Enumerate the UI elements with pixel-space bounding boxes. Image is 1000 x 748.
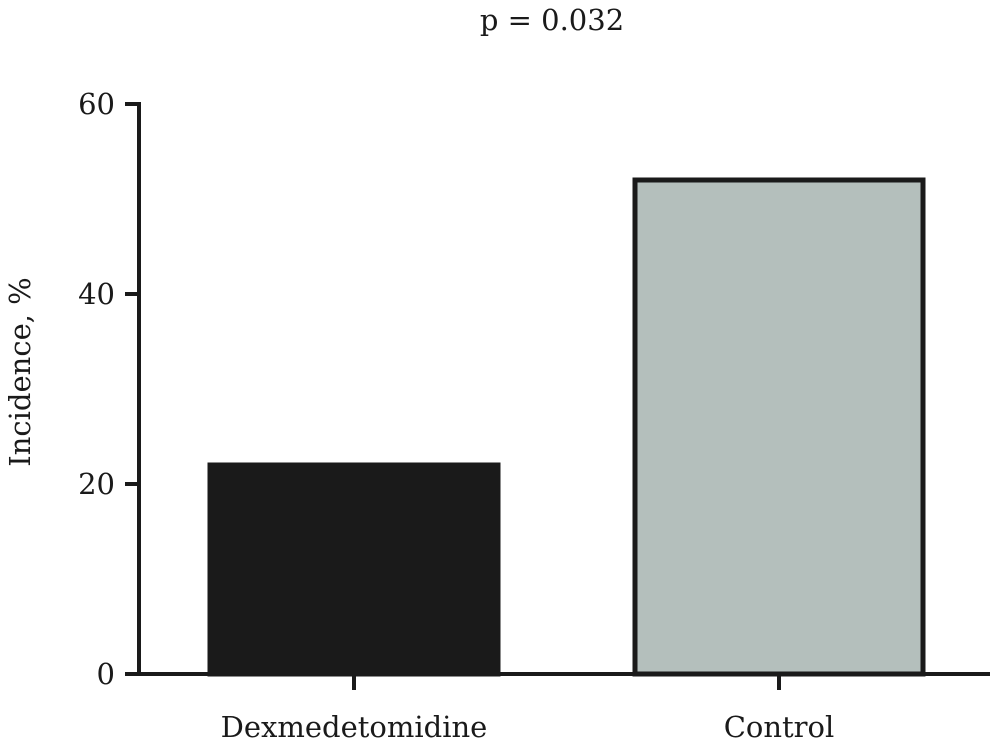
y-tick-label: 40 [78, 277, 115, 311]
y-axis-label: Incidence, % [3, 277, 37, 466]
y-axis-label-group: Incidence, % [3, 277, 37, 466]
x-ticks-group: Dexmedetomidine Control [221, 674, 835, 744]
y-tick-label: 20 [78, 467, 115, 501]
bar-dexmedetomidine [207, 462, 501, 677]
x-tick-label: Dexmedetomidine [221, 710, 488, 744]
x-tick-label: Control [724, 710, 835, 744]
y-ticks-group: 0 20 40 60 [78, 87, 139, 691]
bars-group [207, 177, 926, 677]
chart-title: p = 0.032 [480, 3, 624, 37]
y-tick-label: 60 [78, 87, 115, 121]
bar-control [632, 177, 926, 677]
y-tick-label: 0 [97, 657, 115, 691]
